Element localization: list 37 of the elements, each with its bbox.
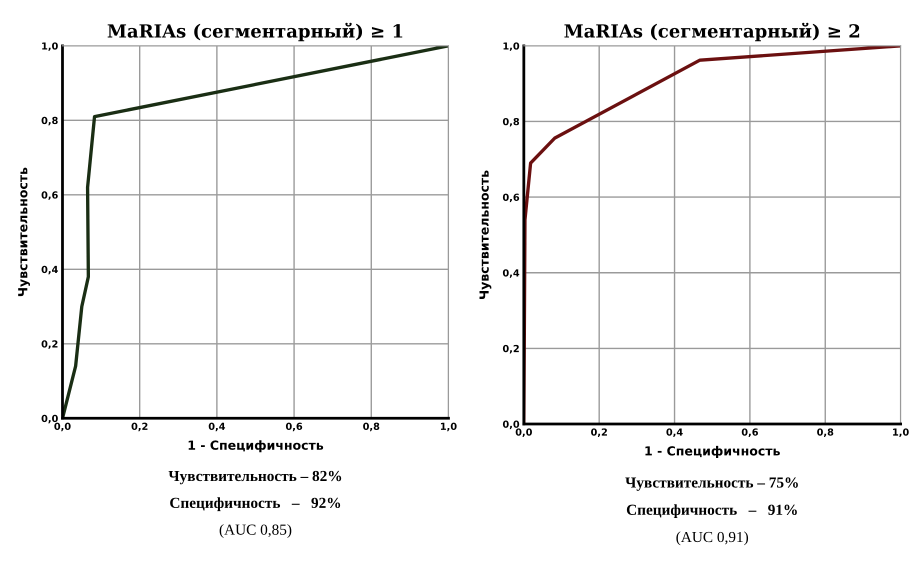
- line-series: [62, 46, 448, 418]
- y-tick-label: 1,0: [504, 42, 520, 51]
- text: Чувствительность – 82%: [168, 470, 342, 484]
- x-tick-label: 0,2: [132, 422, 148, 432]
- y-tick-label: 0,2: [502, 344, 519, 354]
- x-tick-label: 0,4: [666, 428, 683, 437]
- y-tick-label: 0,4: [502, 269, 520, 278]
- y-axis-title: Чувствительность: [480, 170, 492, 299]
- text: (AUC 0,85): [220, 524, 292, 538]
- x-tick-label: 0,8: [817, 428, 834, 437]
- text: (AUC 0,91): [676, 531, 748, 546]
- x-tick-label: 0,6: [742, 428, 758, 437]
- x-tick-label: 1,0: [440, 422, 457, 432]
- x-tick-label: 0,2: [591, 428, 607, 437]
- y-tick-label: 0,2: [42, 340, 58, 349]
- y-tick-label: 1,0: [42, 42, 58, 51]
- x-tick-label: 1,0: [893, 428, 909, 437]
- y-tick-label: 0,8: [42, 116, 58, 126]
- y-tick-label: 0,6: [42, 191, 58, 200]
- x-tick-label: 0,0: [54, 422, 71, 432]
- y-tick-label: 0,4: [42, 266, 58, 274]
- chart-title: MaRIAs (сегментарный) ≥ 2: [564, 22, 860, 42]
- x-tick-label: 0,6: [286, 422, 302, 432]
- y-axis-title: Чувствительность: [18, 168, 30, 296]
- x-tick-label: 0,8: [363, 422, 380, 432]
- text: Специфичность – 92%: [170, 497, 340, 512]
- text: Специфичность – 91%: [626, 504, 797, 518]
- x-tick-label: 0,4: [208, 422, 226, 432]
- x-axis-title: 1 - Специфичность: [188, 440, 324, 452]
- y-tick-label: 0,8: [502, 118, 520, 127]
- x-tick-label: 0,0: [516, 428, 532, 437]
- y-tick-label: 0,0: [42, 414, 58, 424]
- text: Чувствительность – 75%: [625, 477, 798, 491]
- chart-title: MaRIAs (сегментарный) ≥ 1: [108, 22, 402, 42]
- x-axis-title: 1 - Специфичность: [645, 446, 780, 458]
- line-series: [524, 46, 901, 424]
- y-tick-label: 0,6: [502, 194, 520, 202]
